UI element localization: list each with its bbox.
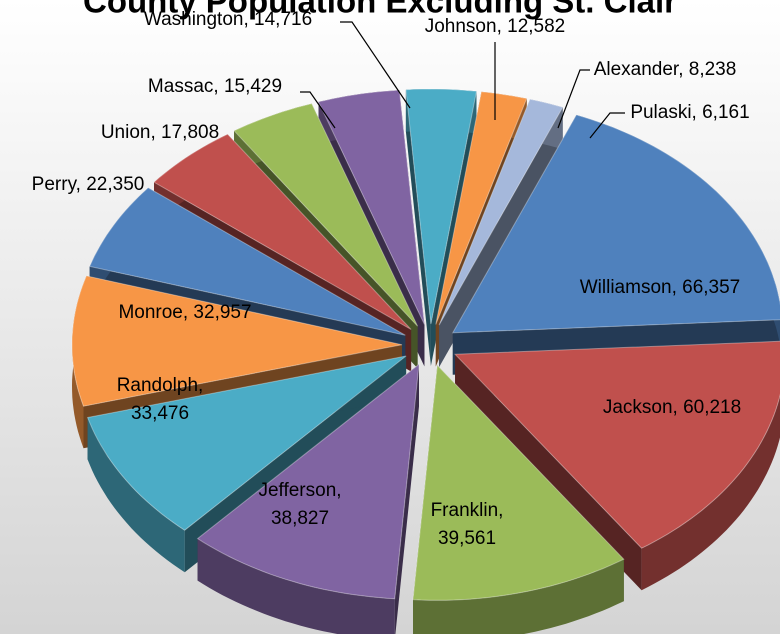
data-label: Washington, 14,716: [144, 9, 312, 30]
data-label: Johnson, 12,582: [425, 16, 566, 37]
data-label: Union, 17,808: [101, 122, 219, 143]
slice: [405, 88, 478, 325]
slice: [196, 363, 420, 600]
slice-wall: [439, 107, 563, 368]
slice: [153, 133, 412, 330]
data-label: Perry, 22,350: [32, 174, 145, 195]
data-label-line: 39,561: [438, 528, 496, 549]
data-label: Jefferson, 38,827: [258, 480, 341, 529]
data-label: Pulaski, 6,161: [630, 102, 749, 123]
slice-wall: [405, 89, 431, 366]
slice: [86, 355, 407, 531]
slice: [438, 98, 564, 326]
slice: [71, 275, 403, 407]
data-label-line: 38,827: [271, 508, 329, 529]
data-label-line: 33,476: [131, 403, 189, 424]
slice: [317, 89, 425, 325]
data-label: Williamson, 66,357: [580, 277, 741, 298]
data-label: Jackson, 60,218: [603, 397, 741, 418]
leader-line: [589, 112, 625, 139]
data-label-line: Jefferson,: [258, 480, 341, 501]
labels: Williamson, 66,357 Jackson, 60,218 Frankli…: [32, 9, 750, 549]
slice-side: [641, 395, 780, 591]
slice: [233, 103, 419, 327]
data-label: Franklin, 39,561: [431, 500, 504, 549]
slice: [435, 91, 528, 325]
pie: [71, 88, 780, 639]
slice: [412, 364, 625, 601]
slice-side: [413, 559, 624, 639]
slice-side: [87, 417, 185, 573]
slice: [453, 340, 780, 549]
data-label: Monroe, 32,957: [118, 302, 251, 323]
slice: [451, 114, 780, 334]
data-label-line: Franklin,: [431, 500, 504, 521]
leader-line: [340, 21, 411, 109]
data-label-line: Randolph,: [117, 375, 204, 396]
slice: [88, 187, 406, 336]
slice-wall: [394, 364, 419, 639]
slice-side: [197, 538, 395, 639]
data-label: Alexander, 8,238: [594, 59, 737, 80]
leader-line: [557, 69, 590, 129]
data-label: Randolph, 33,476: [117, 375, 204, 424]
chart-title: County Population Excluding St. Clair: [83, 0, 677, 20]
leader-line: [300, 91, 336, 129]
data-label: Massac, 15,429: [148, 76, 282, 97]
